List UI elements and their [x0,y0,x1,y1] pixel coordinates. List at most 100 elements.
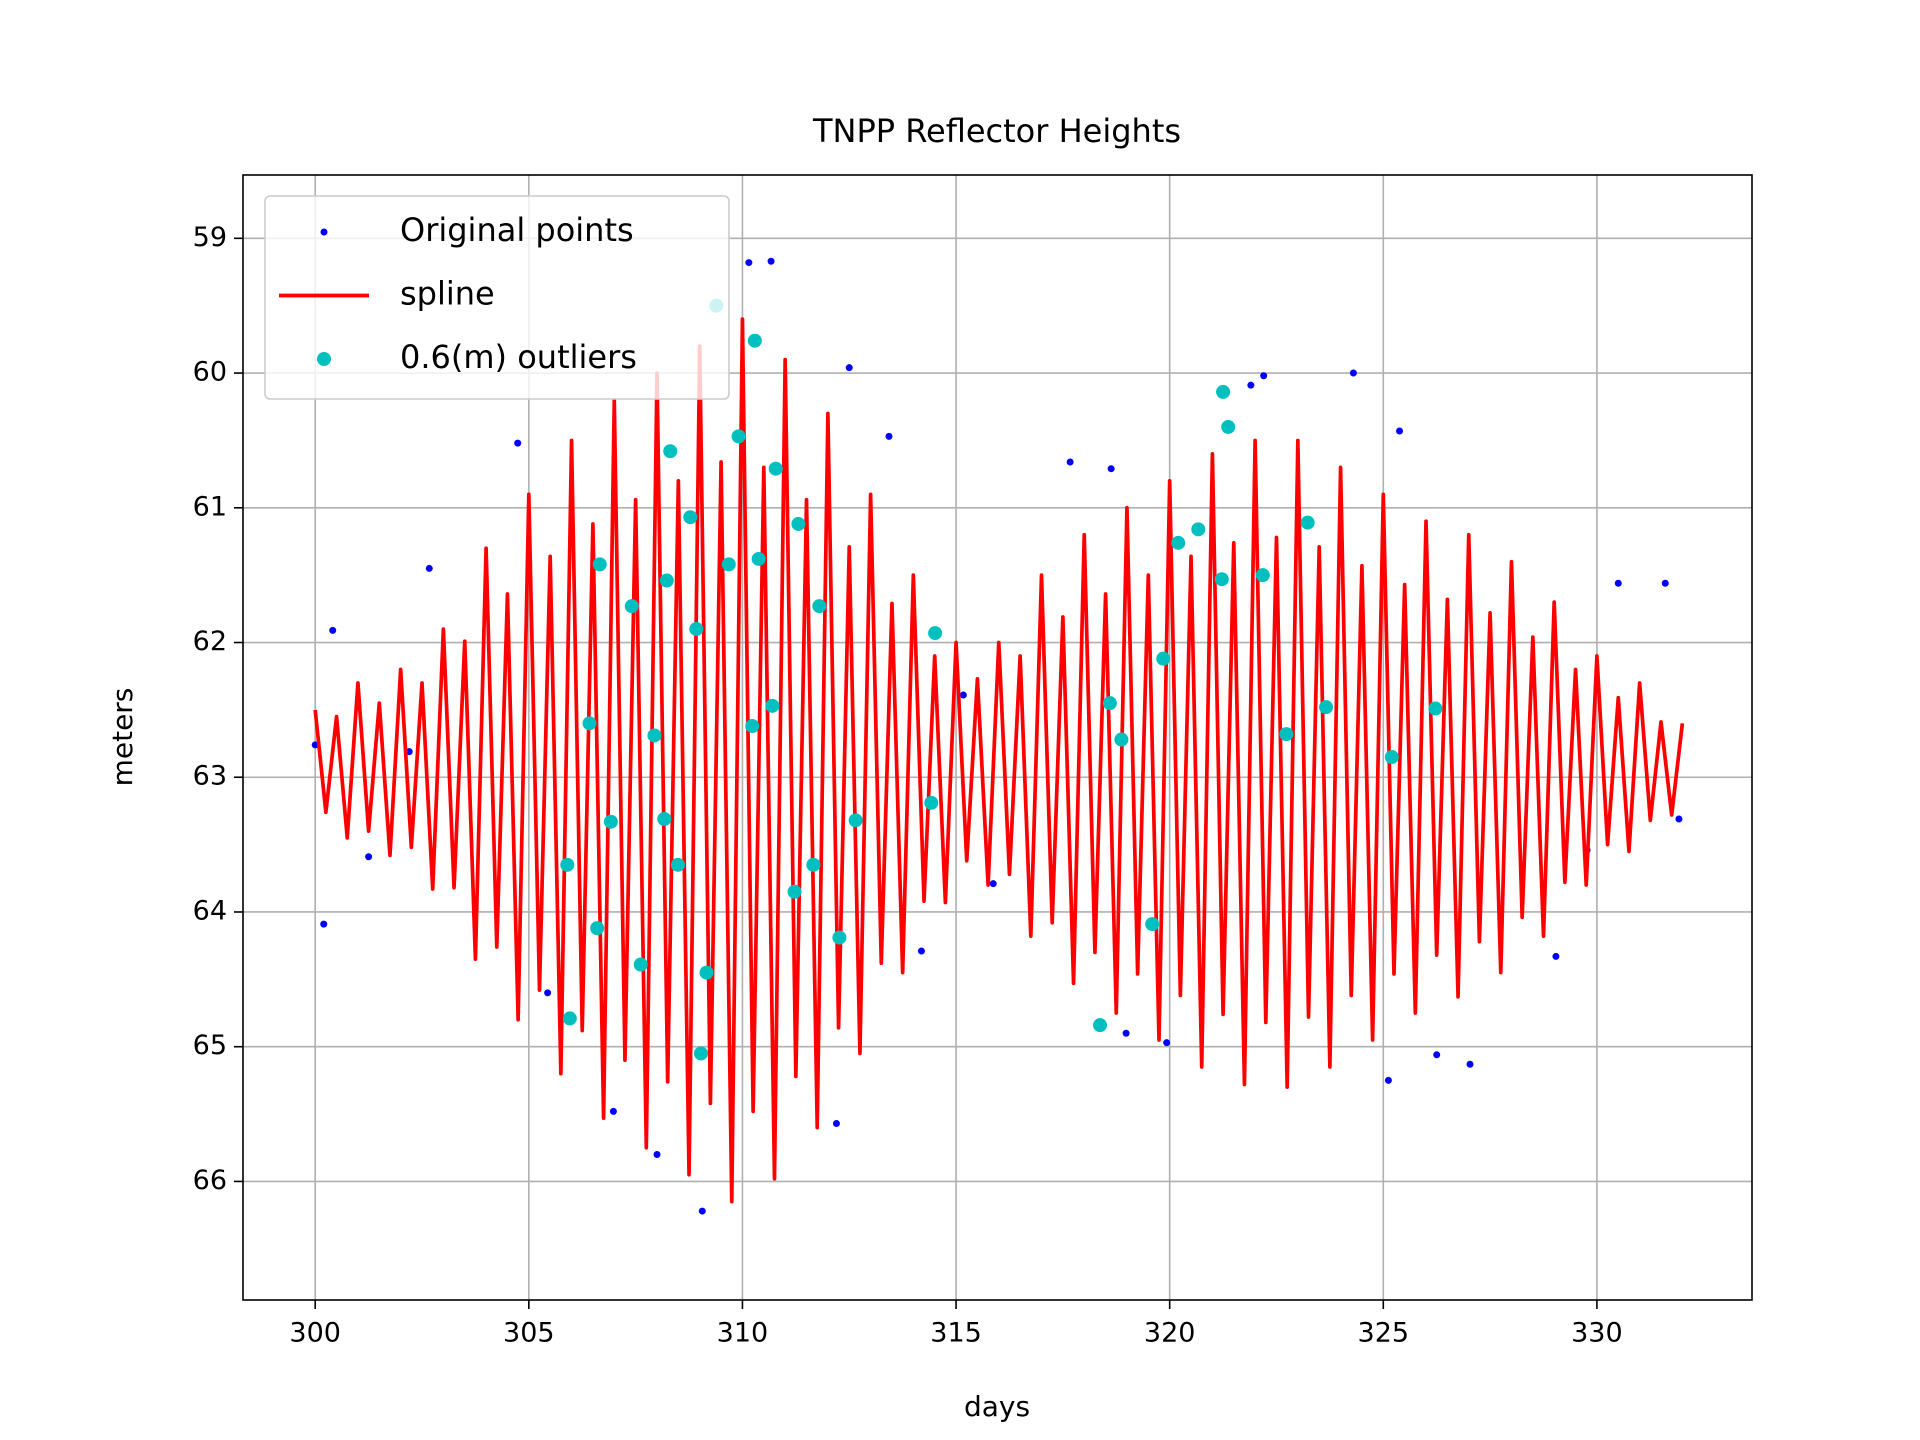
data-point [609,1107,617,1115]
data-point [917,947,925,955]
x-tick-label: 305 [503,1318,555,1349]
data-point [1552,952,1560,960]
data-point [1433,1051,1441,1059]
data-point [768,461,783,476]
data-point [562,1011,577,1026]
data-point [747,333,762,348]
data-point [1279,727,1294,742]
data-point [924,795,939,810]
x-axis-label: days [964,1390,1030,1423]
data-point [1384,1076,1392,1084]
data-point [806,857,821,872]
data-point [582,716,597,731]
data-point [1260,372,1268,380]
legend-box [264,195,730,400]
data-point [592,557,607,572]
data-point [1428,701,1443,716]
x-tick-label: 325 [1358,1318,1410,1349]
data-point [1214,572,1229,587]
data-point [659,573,674,588]
data-point [514,439,522,447]
data-point [365,853,373,861]
data-point [1191,522,1206,537]
data-point [1066,458,1074,466]
legend: Original points spline 0.6(m) outliers [264,195,730,400]
y-tick-label: 66 [193,1165,227,1196]
data-point [1216,384,1231,399]
legend-marker [320,228,328,236]
data-point [989,880,997,888]
data-point [603,814,618,829]
data-point [1171,535,1186,550]
y-tick-label: 59 [193,222,227,253]
plot-frame [242,174,1753,1301]
data-point [663,444,678,459]
data-point [812,599,827,614]
data-point [787,884,802,899]
x-tick-label: 320 [1144,1318,1196,1349]
data-point [699,965,714,980]
data-point [624,599,639,614]
data-point [1614,579,1622,587]
x-tick-label: 330 [1571,1318,1623,1349]
data-point [590,921,605,936]
data-point [731,429,746,444]
data-point [683,510,698,525]
data-point [1247,381,1255,389]
data-point [1466,1060,1474,1068]
data-point [928,626,943,641]
legend-label: spline [400,275,495,313]
data-point [670,857,685,872]
data-point [1163,1039,1171,1047]
y-tick-label: 63 [193,761,227,792]
data-point [745,259,753,267]
data-point [1319,700,1334,715]
data-point [765,698,780,713]
data-point [745,719,760,734]
data-point [767,257,775,265]
data-point [721,557,736,572]
data-point [698,1207,706,1215]
data-point [693,1046,708,1061]
spline-line [313,317,1685,1204]
legend-label: 0.6(m) outliers [400,338,637,376]
data-point [1384,750,1399,765]
data-point [1221,419,1236,434]
data-point [832,1120,840,1128]
x-tick-label: 300 [289,1318,341,1349]
data-point [959,691,967,699]
x-tick-label: 315 [930,1318,982,1349]
data-point [329,626,337,634]
plot-area [311,257,1685,1215]
data-point [1396,427,1404,435]
data-point [653,1150,661,1158]
data-point [1661,579,1669,587]
y-tick-label: 60 [193,357,227,388]
y-tick-label: 61 [193,491,227,522]
data-point [633,957,648,972]
data-point [1300,515,1315,530]
chart-title: TNPP Reflector Heights [812,112,1181,150]
data-point [1114,732,1129,747]
data-point [1107,465,1115,473]
data-point [1156,651,1171,666]
data-point [657,812,672,827]
data-point [425,564,433,572]
data-point [544,989,552,997]
legend-label: Original points [400,211,634,249]
data-point [1102,696,1117,711]
y-axis-label: meters [106,688,139,787]
data-point [791,516,806,531]
data-point [689,622,704,637]
data-point [848,813,863,828]
data-point [832,930,847,945]
data-point [647,728,662,743]
legend-marker [317,352,331,366]
x-tick-label: 310 [717,1318,769,1349]
data-point [1122,1029,1130,1037]
data-point [1093,1018,1108,1033]
data-point [751,551,766,566]
data-point [1255,568,1270,583]
data-point [1145,917,1160,932]
